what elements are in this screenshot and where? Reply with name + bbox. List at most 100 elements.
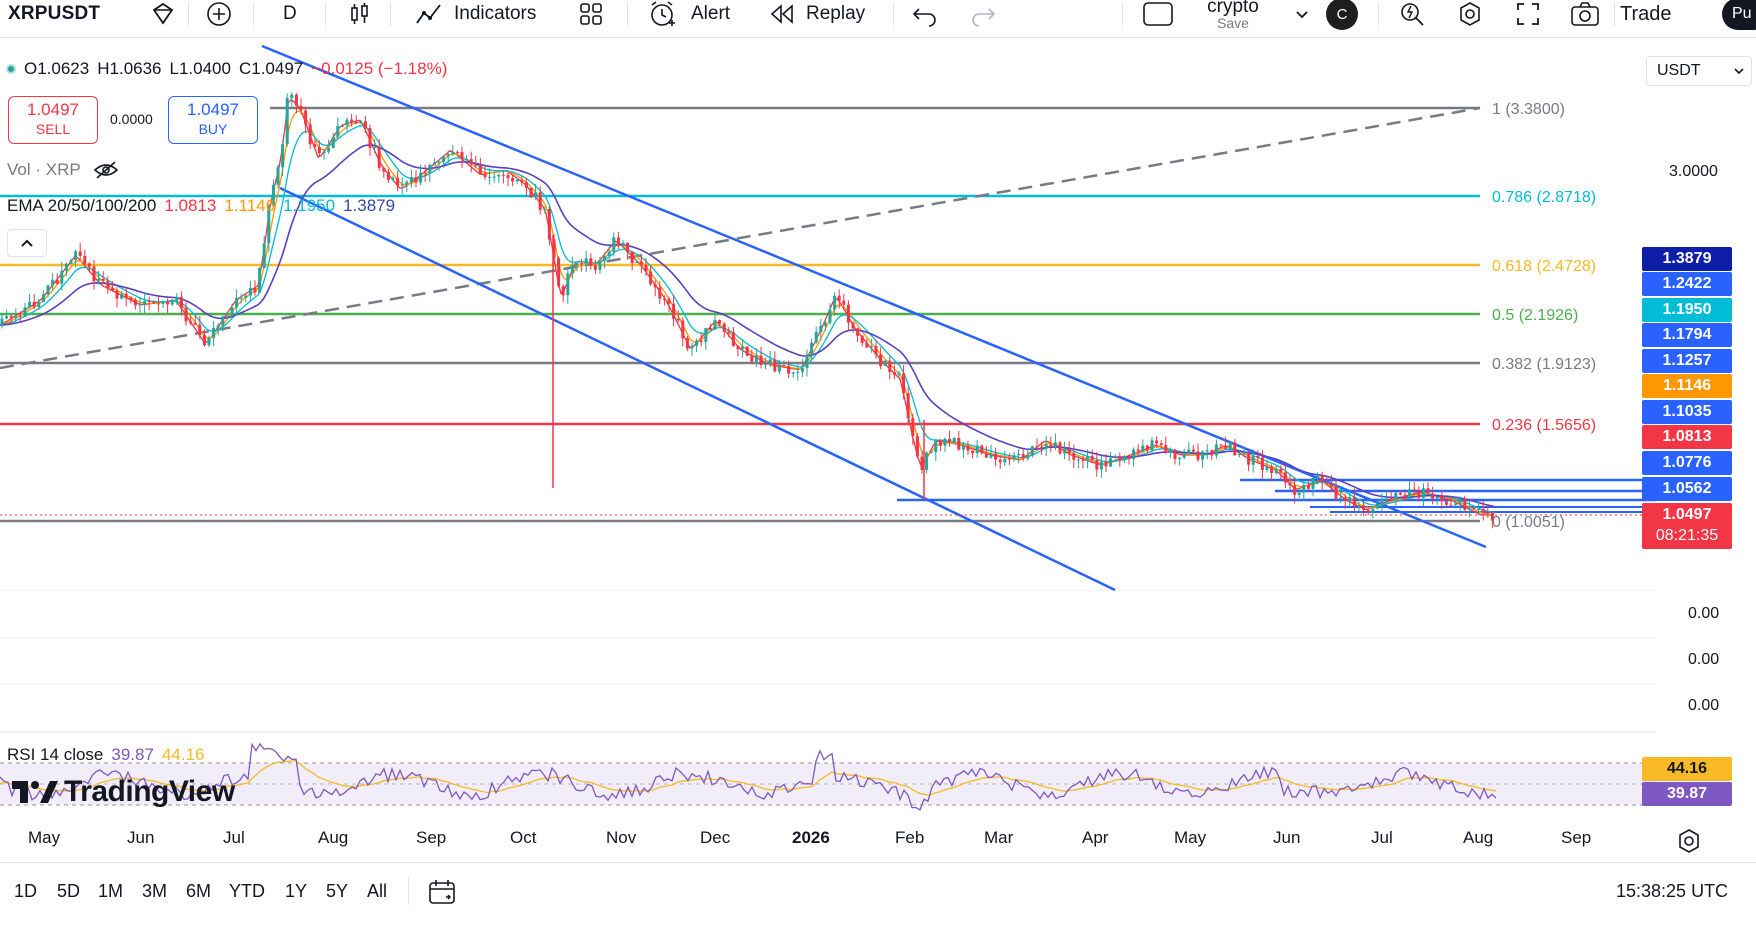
candle-body [1007,458,1011,460]
symbol-info-icon[interactable] [150,0,176,28]
candle-body [225,315,229,317]
candle-body [1044,444,1048,449]
tradingview-mark-icon [12,781,58,803]
candle-body [837,295,841,301]
candle-body [984,453,988,458]
candle-body [9,316,13,318]
range-ytd-button[interactable]: YTD [229,881,265,901]
candle-body [961,445,965,450]
range-5y-button[interactable]: 5Y [326,881,349,901]
fib-level-label: 0.236 (1.5656) [1492,417,1596,434]
candle-body [883,360,887,366]
ema100-value: 1.1950 [283,196,336,215]
candles-icon[interactable] [347,0,373,28]
candle-body [768,359,772,364]
volume-legend[interactable]: Vol · XRP [7,160,119,180]
candle-body [1311,477,1315,489]
collapse-legend-button[interactable] [7,229,47,257]
buy-button[interactable]: 1.0497 BUY [168,96,258,144]
range-1y-button[interactable]: 1Y [285,881,308,901]
candle-body [478,165,482,174]
fullscreen-icon[interactable] [1515,0,1541,28]
rsi-ma-tag: 44.16 [1642,757,1732,781]
alert-button[interactable]: Alert [691,3,731,24]
candle-body [800,367,804,372]
candle-body [189,321,193,323]
ema200-value: 1.3879 [343,196,396,215]
chart-settings-icon[interactable] [1676,828,1702,854]
chevron-down-icon[interactable] [1294,0,1310,28]
candle-body [373,147,377,149]
range-3m-button[interactable]: 3M [142,881,168,901]
fib-level-label: 0.382 (1.9123) [1492,356,1596,373]
range-1d-button[interactable]: 1D [14,881,38,901]
time-axis-label: Nov [606,828,637,847]
candle-body [414,177,418,183]
rsi-legend[interactable]: RSI 14 close 39.87 44.16 [7,745,204,765]
chevron-up-icon [21,239,33,247]
templates-icon[interactable] [578,0,604,28]
candle-body [124,293,128,298]
redo-icon[interactable] [969,0,997,28]
ema-legend[interactable]: EMA 20/50/100/200 1.0813 1.1146 1.1950 1… [7,196,395,216]
replay-button[interactable]: Replay [806,3,866,24]
sell-label: SELL [35,121,71,137]
sell-button[interactable]: 1.0497 SELL [8,96,98,144]
indicators-icon[interactable] [414,0,444,28]
channel-lower-line [279,186,1116,592]
calendar-icon[interactable] [427,877,457,907]
utc-clock[interactable]: 15:38:25 UTC [1616,881,1729,901]
candle-body [294,94,298,106]
alert-icon[interactable] [648,0,678,28]
candle-body [460,152,464,160]
candle-body [598,260,602,270]
range-5d-button[interactable]: 5D [57,881,81,901]
candle-body [446,154,450,157]
candle-body [248,287,252,296]
candle-body [1256,455,1260,458]
candle-body [948,438,952,443]
indicators-button[interactable]: Indicators [454,3,537,24]
buy-price: 1.0497 [187,100,239,119]
camera-icon[interactable] [1570,0,1600,28]
trade-button[interactable]: Trade [1620,2,1672,25]
symbol-search-button[interactable]: XRPUSDT [8,3,101,24]
candle-body [515,179,519,182]
candle-body [166,301,170,305]
replay-icon[interactable] [768,0,796,28]
currency-selector[interactable]: USDT [1646,56,1752,86]
eye-hidden-icon[interactable] [93,160,119,180]
candle-body [759,355,763,365]
candle-body [727,331,731,333]
time-axis[interactable]: May Jun Jul Aug Sep Oct Nov Dec 2026 Feb… [0,828,1640,856]
candle-body [1412,489,1416,491]
tradingview-wordmark: TradingView [64,775,235,808]
candle-body [18,316,22,318]
compare-add-icon[interactable] [205,0,233,28]
candle-body [897,373,901,375]
avatar[interactable]: C [1326,0,1358,30]
candle-body [304,110,308,125]
tradingview-logo[interactable]: TradingView [10,775,235,809]
publish-button[interactable]: Pu [1722,0,1756,30]
undo-icon[interactable] [911,0,939,28]
layout-icon[interactable] [1142,0,1174,28]
candle-body [736,345,740,350]
chevron-down-icon [1734,68,1744,75]
candle-body [745,346,749,356]
candle-body [74,251,78,261]
candle-body [874,346,878,355]
interval-button[interactable]: D [283,3,297,24]
layout-name[interactable]: crypto Save [1183,0,1283,31]
quick-search-icon[interactable] [1398,0,1426,28]
chart-canvas[interactable]: 1 (3.3800) 0.786 (2.8718) 0.618 (2.4728) 0.… [0,38,1756,828]
candle-body [1168,450,1172,453]
candle-body [143,301,147,305]
range-all-button[interactable]: All [367,881,388,901]
candle-body [943,438,947,446]
currency-label: USDT [1657,62,1701,79]
range-6m-button[interactable]: 6M [186,881,212,901]
candle-body [506,175,510,178]
gear-icon[interactable] [1456,0,1484,28]
range-1m-button[interactable]: 1M [98,881,124,901]
